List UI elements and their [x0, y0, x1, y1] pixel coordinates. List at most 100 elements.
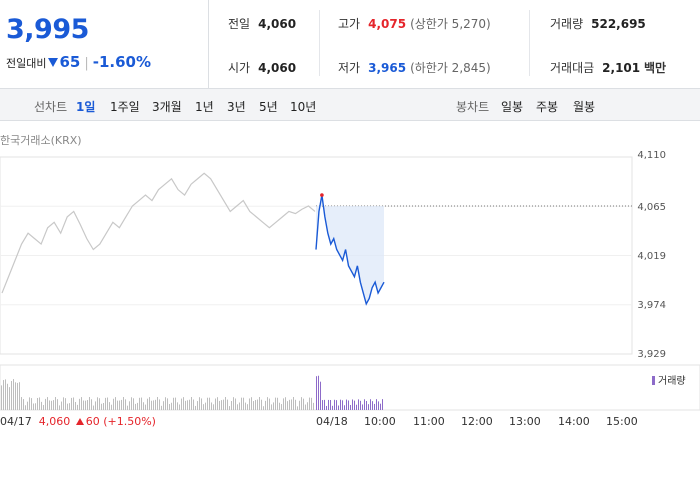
chart-tabs: 선차트 1일 1주일 3개월 1년 3년 5년 10년 봉차트 일봉 주봉 월봉: [0, 89, 700, 121]
tab-monthly[interactable]: 월봉: [573, 100, 596, 114]
volume-legend: 거래량: [652, 372, 686, 387]
x-tick-label: 14:00: [558, 415, 590, 428]
volume-bar: [273, 402, 274, 410]
volume-bar: [358, 399, 359, 410]
volume-bar: [354, 400, 355, 410]
volume-bar: [83, 400, 84, 410]
volume-bar: [159, 399, 160, 410]
volume-bar: [95, 401, 96, 410]
tab-1y[interactable]: 1년: [195, 100, 214, 114]
volume-bar: [7, 383, 8, 410]
volume-bar: [139, 397, 140, 410]
tab-weekly[interactable]: 주봉: [536, 100, 559, 114]
today-area: [316, 195, 384, 304]
change-row: 전일대비 65 | -1.60%: [6, 53, 151, 71]
up-arrow-icon: [75, 418, 84, 425]
volume-bar: [73, 397, 74, 410]
volume-bar: [326, 405, 327, 410]
volume-bar: [67, 403, 68, 410]
volume-bar: [103, 403, 104, 410]
volume-bar: [21, 397, 22, 410]
volume-bar: [115, 397, 116, 410]
volume-bar: [193, 399, 194, 410]
tab-5y[interactable]: 5년: [259, 100, 278, 114]
volume-bar: [141, 397, 142, 410]
volume-bar: [253, 401, 254, 410]
volume-bar: [11, 380, 12, 410]
volume-bar: [129, 401, 130, 410]
x-tick-label: 11:00: [413, 415, 445, 428]
stat-prev-close: 전일 4,060: [228, 17, 297, 31]
y-tick-label: 4,065: [637, 202, 666, 213]
volume-bar: [209, 397, 210, 410]
volume-bar: [227, 399, 228, 410]
prev-day-info: 04/17 4,060 60 (+1.50%): [0, 415, 156, 428]
volume-bar: [167, 398, 168, 410]
volume-bar: [65, 398, 66, 410]
volume-bar: [251, 397, 252, 410]
stat-amount: 거래대금 2,101 백만: [550, 61, 667, 75]
volume-bar: [237, 404, 238, 410]
volume-bar: [105, 397, 106, 410]
volume-bar: [89, 397, 90, 410]
volume-bar: [163, 401, 164, 410]
volume-bar: [263, 406, 264, 410]
line-chart-label: 선차트: [34, 100, 68, 114]
stat-high: 고가 4,075 (상한가 5,270): [338, 17, 491, 31]
volume-bar: [3, 380, 4, 410]
volume-bar: [261, 399, 262, 410]
y-tick-label: 4,019: [637, 251, 666, 262]
volume-bar: [155, 399, 156, 410]
volume-bar: [127, 405, 128, 410]
volume-bar: [330, 400, 331, 410]
volume-bar: [293, 397, 294, 410]
volume-bar: [25, 405, 26, 410]
volume-bar: [376, 399, 377, 410]
x-tick-label: 15:00: [606, 415, 638, 428]
volume-bar: [15, 382, 16, 410]
volume-bar: [75, 401, 76, 410]
tab-10y[interactable]: 10년: [290, 100, 317, 114]
volume-bar: [344, 405, 345, 410]
volume-bar: [350, 404, 351, 410]
volume-bar: [289, 399, 290, 410]
change-percent: -1.60%: [92, 53, 152, 71]
volume-bar: [382, 399, 383, 410]
volume-bar: [1, 385, 2, 410]
volume-bar: [99, 398, 100, 410]
volume-bar: [79, 398, 80, 410]
volume-bar: [109, 402, 110, 410]
volume-bar: [183, 397, 184, 410]
volume-bar: [47, 397, 48, 410]
volume-bar: [271, 404, 272, 410]
volume-bar: [320, 381, 321, 410]
volume-bar: [249, 398, 250, 410]
volume-bar: [297, 406, 298, 410]
volume-bar: [175, 397, 176, 410]
x-tick-label: 04/18: [316, 415, 348, 428]
volume-bar: [207, 397, 208, 410]
x-tick-label: 12:00: [461, 415, 493, 428]
volume-bar: [23, 399, 24, 410]
volume-bar: [31, 398, 32, 410]
volume-bar: [360, 400, 361, 410]
volume-bar: [113, 398, 114, 410]
tab-3m[interactable]: 3개월: [152, 100, 182, 114]
tab-1d[interactable]: 1일: [76, 100, 96, 114]
tab-1w[interactable]: 1주일: [110, 100, 140, 114]
volume-bar: [61, 401, 62, 410]
change-label: 전일대비: [6, 57, 47, 70]
volume-bar: [303, 398, 304, 410]
quote-header: 3,995 전일대비 65 | -1.60% 전일 4,060 시가 4,060 고가 4,…: [0, 0, 700, 89]
volume-swatch: [652, 376, 655, 385]
tab-daily[interactable]: 일봉: [501, 100, 524, 114]
volume-bar: [59, 405, 60, 410]
volume-bar: [101, 403, 102, 410]
volume-bar: [299, 400, 300, 410]
volume-bar: [181, 398, 182, 410]
volume-bar: [275, 397, 276, 410]
current-price: 3,995: [6, 14, 89, 45]
volume-bar: [205, 402, 206, 410]
volume-bar: [267, 397, 268, 410]
tab-3y[interactable]: 3년: [227, 100, 246, 114]
